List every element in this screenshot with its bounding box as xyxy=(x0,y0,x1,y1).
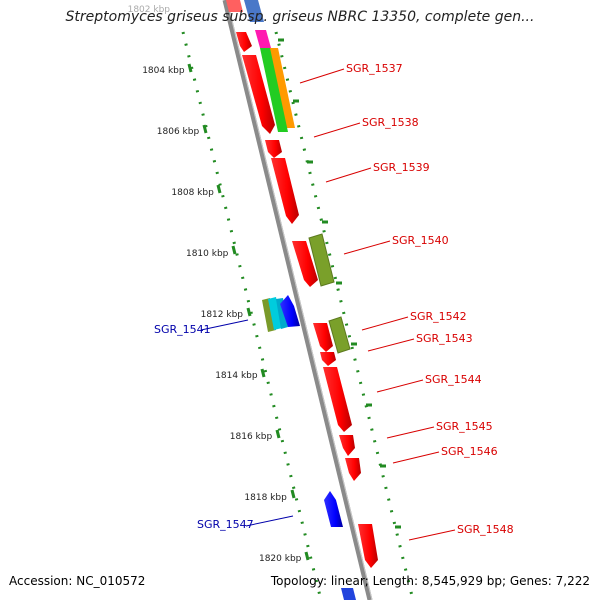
kbp-label: 1820 kbp xyxy=(259,554,302,564)
kbp-label: 1806 kbp xyxy=(157,127,200,137)
gene-label-sgr-1548[interactable]: SGR_1548 xyxy=(457,523,514,536)
gene-label-sgr-1546[interactable]: SGR_1546 xyxy=(441,445,498,458)
kbp-label: 1804 kbp xyxy=(142,66,185,76)
gene-label-sgr-1542[interactable]: SGR_1542 xyxy=(410,310,467,323)
genome-axis xyxy=(222,0,373,601)
gene-arrow xyxy=(323,367,352,432)
left-tick-track xyxy=(181,31,322,597)
feature-orange xyxy=(268,48,295,128)
genome-summary-text: Topology: linear; Length: 8,545,929 bp; … xyxy=(270,574,590,588)
gene-top-blue xyxy=(244,0,264,22)
left-major-ticks xyxy=(187,63,310,561)
kbp-label: 1812 kbp xyxy=(201,310,244,320)
kbp-label: 1818 kbp xyxy=(244,493,287,503)
gene-leader-line xyxy=(200,319,249,331)
gene-label-sgr-1540[interactable]: SGR_1540 xyxy=(392,234,449,247)
accession-text: Accession: NC_010572 xyxy=(9,574,146,588)
kbp-label: 1814 kbp xyxy=(215,371,258,381)
feature-green xyxy=(260,48,288,132)
gene-leader-line xyxy=(299,68,345,84)
gene-arrow xyxy=(292,241,318,287)
forward-genes xyxy=(236,32,378,600)
gene-arrow xyxy=(271,158,299,224)
gene-leader-line xyxy=(386,426,435,439)
feature-olive xyxy=(328,316,351,354)
gene-leader-line xyxy=(245,515,294,527)
kbp-label: 1810 kbp xyxy=(186,249,229,259)
gene-leader-line xyxy=(367,338,415,352)
gene-arrow xyxy=(345,458,361,481)
gene-arrow xyxy=(242,55,275,134)
kbp-label: 1816 kbp xyxy=(230,432,273,442)
gene-label-sgr-1537[interactable]: SGR_1537 xyxy=(346,62,403,75)
gene-arrow xyxy=(358,524,378,568)
gene-label-sgr-1538[interactable]: SGR_1538 xyxy=(362,116,419,129)
feature-olive xyxy=(308,233,335,287)
gene-arrow xyxy=(339,435,355,456)
gene-label-sgr-1539[interactable]: SGR_1539 xyxy=(373,161,430,174)
kbp-label: 1808 kbp xyxy=(171,188,214,198)
gene-label-sgr-1545[interactable]: SGR_1545 xyxy=(436,420,493,433)
map-title: Streptomyces griseus subsp. griseus NBRC… xyxy=(65,9,535,25)
gene-leader-line xyxy=(361,316,409,331)
gene-label-sgr-1541[interactable]: SGR_1541 xyxy=(154,323,211,336)
right-major-ticks xyxy=(278,38,401,529)
gene-leader-line xyxy=(325,167,372,183)
gene-top-red xyxy=(226,0,243,12)
gene-arrow xyxy=(320,352,336,366)
kbp-label: 1802 kbp xyxy=(128,5,171,15)
gene-arrow xyxy=(341,588,356,600)
reverse-gene-cluster xyxy=(262,295,343,527)
gene-leader-line xyxy=(408,529,456,541)
feature-magenta xyxy=(255,30,271,48)
gene-arrow xyxy=(313,323,333,352)
gene-labels: SGR_1537 SGR_1538 SGR_1539 SGR_1540 SGR_1541… xyxy=(154,62,514,541)
gene-arrow xyxy=(265,140,282,158)
gene-label-sgr-1544[interactable]: SGR_1544 xyxy=(425,373,482,386)
gene-label-sgr-1547[interactable]: SGR_1547 xyxy=(197,518,254,531)
gene-label-sgr-1543[interactable]: SGR_1543 xyxy=(416,332,473,345)
gene-leader-line xyxy=(392,451,440,464)
gene-leader-line xyxy=(376,379,424,393)
gene-arrow xyxy=(236,32,252,52)
gene-leader-line xyxy=(343,240,391,255)
gene-leader-line xyxy=(313,122,361,138)
right-tick-track xyxy=(274,31,414,597)
kbp-labels: 1802 kbp 1804 kbp 1806 kbp 1808 kbp 1810 kbp… xyxy=(128,5,302,564)
